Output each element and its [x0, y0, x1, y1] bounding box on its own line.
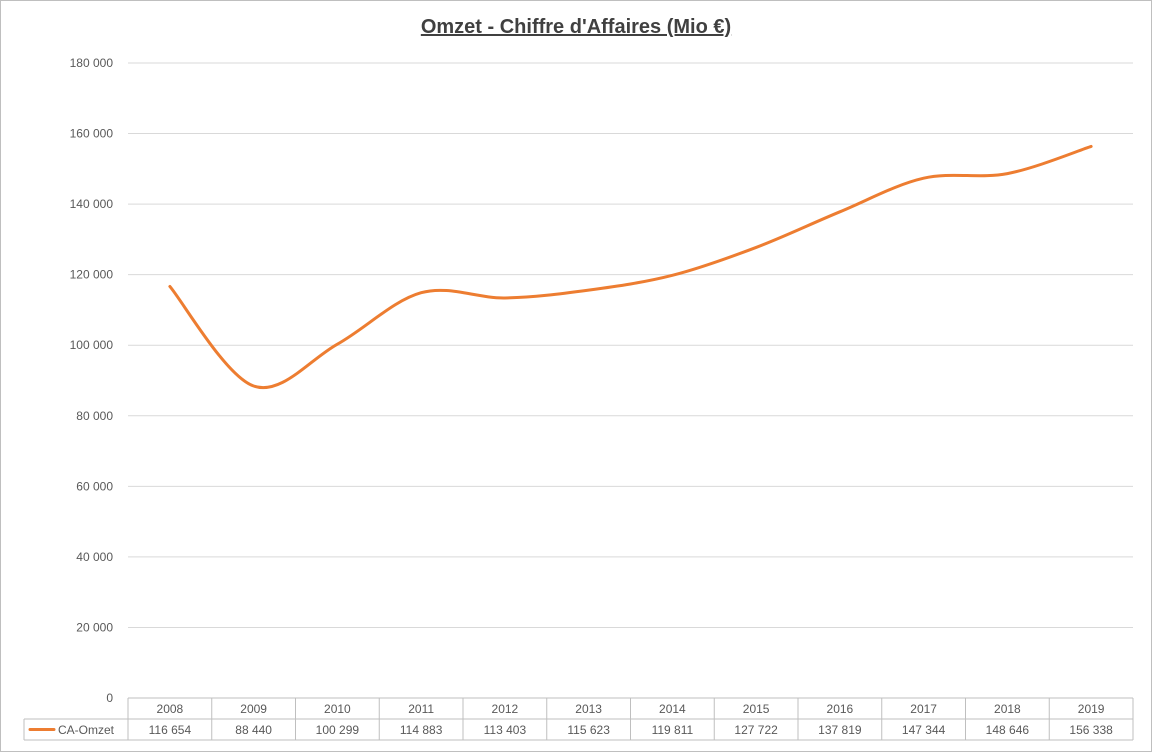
data-value-label: 115 623	[567, 723, 610, 737]
y-axis-tick-labels: 0 20 000 40 000 60 000 80 000 100 000 120 000 1…	[70, 56, 114, 705]
chart-title: Omzet - Chiffre d'Affaires (Mio €)	[420, 16, 732, 38]
y-tick-label: 140 000	[70, 197, 114, 211]
y-tick-label: 180 000	[70, 56, 114, 70]
data-value-label: 116 654	[149, 723, 192, 737]
y-tick-label: 0	[106, 691, 113, 705]
data-value-label: 119 811	[652, 723, 694, 737]
data-value-label: 148 646	[986, 723, 1030, 737]
x-category-label: 2010	[324, 702, 351, 716]
y-tick-label: 60 000	[76, 479, 113, 493]
data-value-label: 100 299	[316, 723, 360, 737]
data-value-label: 147 344	[902, 723, 946, 737]
data-value-label: 156 338	[1069, 723, 1113, 737]
x-category-label: 2011	[408, 702, 434, 716]
x-category-label: 2016	[827, 702, 854, 716]
legend-label-ca-omzet: CA-Omzet	[58, 723, 115, 737]
data-value-label: 114 883	[400, 723, 443, 737]
x-category-label: 2019	[1078, 702, 1105, 716]
y-tick-label: 20 000	[76, 620, 113, 634]
series-line-layer	[168, 144, 1093, 390]
y-tick-label: 40 000	[76, 550, 113, 564]
x-category-label: 2008	[157, 702, 184, 716]
series-line-ca-omzet	[168, 144, 1093, 390]
x-category-label: 2017	[910, 702, 937, 716]
x-category-label: 2009	[240, 702, 267, 716]
y-tick-label: 100 000	[70, 338, 114, 352]
y-tick-label: 80 000	[76, 409, 113, 423]
x-category-label: 2013	[575, 702, 602, 716]
x-category-label: 2012	[492, 702, 519, 716]
y-tick-label: 120 000	[70, 268, 114, 282]
x-category-label: 2014	[659, 702, 686, 716]
x-category-label: 2015	[743, 702, 770, 716]
x-category-label: 2018	[994, 702, 1021, 716]
data-value-label: 113 403	[484, 723, 527, 737]
data-value-label: 137 819	[818, 723, 862, 737]
data-value-label: 88 440	[235, 723, 272, 737]
gridlines	[128, 62, 1133, 628]
y-tick-label: 160 000	[70, 127, 114, 141]
data-table: 2008 116 654 2009 88 440 2010 100 299 2011 114 …	[23, 697, 1134, 741]
data-value-label: 127 722	[734, 723, 778, 737]
